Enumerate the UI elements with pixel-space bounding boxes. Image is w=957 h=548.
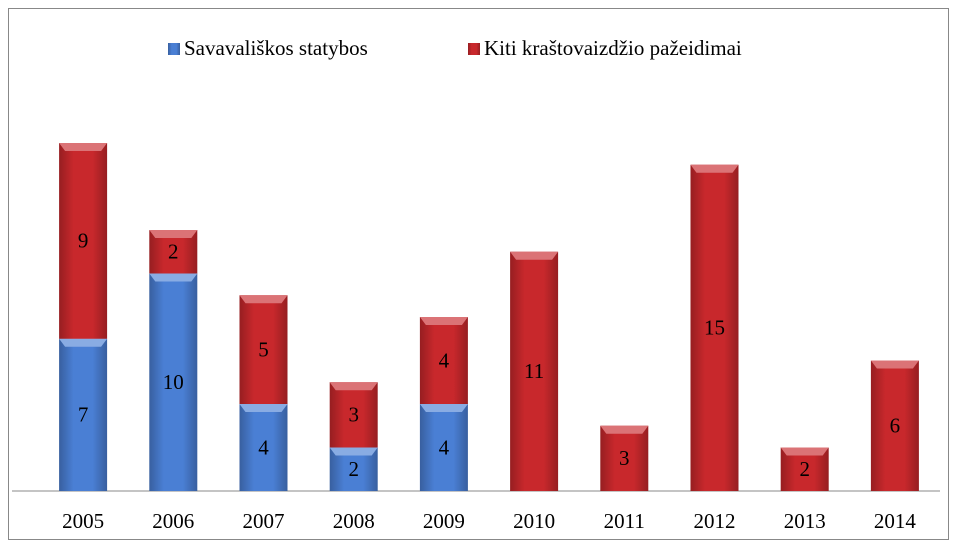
bar-cap bbox=[690, 164, 739, 173]
x-tick-label: 2009 bbox=[423, 509, 465, 533]
data-label: 3 bbox=[348, 403, 359, 427]
data-label: 15 bbox=[704, 316, 725, 340]
data-label: 2 bbox=[168, 240, 179, 264]
bar-cap bbox=[329, 382, 378, 391]
data-label: 4 bbox=[439, 435, 450, 459]
data-label: 2 bbox=[799, 457, 810, 481]
bar-segment bbox=[329, 382, 378, 448]
bar-cap bbox=[59, 338, 108, 347]
data-label: 4 bbox=[439, 348, 450, 372]
x-tick-label: 2007 bbox=[243, 509, 285, 533]
bar-cap bbox=[870, 360, 919, 369]
bar-segment bbox=[59, 143, 108, 339]
bar-segment bbox=[59, 338, 108, 491]
x-tick-label: 2005 bbox=[62, 509, 104, 533]
x-tick-label: 2010 bbox=[513, 509, 555, 533]
data-label: 2 bbox=[348, 457, 359, 481]
data-label: 9 bbox=[78, 229, 89, 253]
bar-segment bbox=[239, 295, 288, 404]
legend-label: Kiti kraštovaizdžio pažeidimai bbox=[484, 36, 742, 60]
x-tick-label: 2008 bbox=[333, 509, 375, 533]
legend-label: Savavališkos statybos bbox=[184, 36, 368, 60]
bar-cap bbox=[329, 447, 378, 456]
bar-segment bbox=[510, 251, 559, 491]
data-label: 7 bbox=[78, 403, 89, 427]
bar-segment bbox=[600, 425, 649, 491]
x-tick-label: 2013 bbox=[784, 509, 826, 533]
bar-segment bbox=[419, 317, 468, 404]
bar-segment bbox=[149, 273, 198, 491]
bar-cap bbox=[419, 317, 468, 325]
x-tick-label: 2012 bbox=[694, 509, 736, 533]
bar-cap bbox=[419, 404, 468, 412]
legend-swatch bbox=[468, 43, 480, 55]
bar-cap bbox=[149, 273, 198, 282]
data-label: 11 bbox=[524, 359, 544, 383]
data-label: 4 bbox=[258, 435, 269, 459]
bar-segment bbox=[690, 164, 739, 491]
x-tick-label: 2011 bbox=[604, 509, 645, 533]
data-label: 6 bbox=[890, 414, 901, 438]
bar-segment bbox=[419, 404, 468, 491]
bar-cap bbox=[600, 425, 649, 434]
x-tick-label: 2006 bbox=[152, 509, 194, 533]
bar-cap bbox=[239, 295, 288, 304]
bar-cap bbox=[149, 230, 198, 238]
x-tick-label: 2014 bbox=[874, 509, 917, 533]
data-label: 5 bbox=[258, 337, 269, 361]
legend-swatch bbox=[168, 43, 180, 55]
bar-segment bbox=[870, 360, 919, 491]
data-label: 3 bbox=[619, 446, 630, 470]
data-label: 10 bbox=[163, 370, 184, 394]
bar-cap bbox=[780, 447, 829, 456]
bar-cap bbox=[239, 404, 288, 412]
bar-cap bbox=[59, 143, 108, 151]
bar-segment bbox=[239, 404, 288, 491]
bar-cap bbox=[510, 251, 559, 260]
